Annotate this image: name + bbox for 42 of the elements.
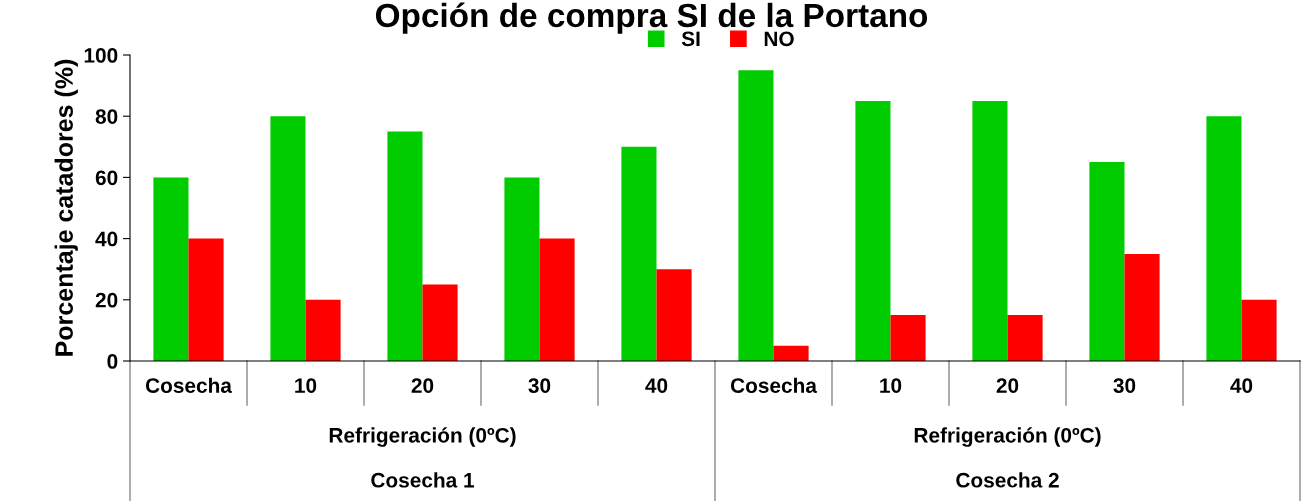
x-tick-label: Cosecha: [145, 377, 233, 393]
y-axis-title: Porcentaje catadores (%): [54, 59, 78, 356]
bar: [890, 315, 926, 361]
bar: [656, 269, 692, 361]
text: Refrigeración (0ºC): [329, 427, 516, 447]
legend-label: NO: [764, 31, 794, 47]
bar: [188, 238, 224, 361]
text: Cosecha 1: [371, 472, 475, 488]
bar: [972, 100, 1008, 361]
bar: [773, 345, 809, 361]
y-tick-label: 20: [95, 292, 118, 308]
y-tick-label: 60: [95, 170, 118, 186]
bar: [1124, 253, 1160, 361]
y-tick-label: 100: [84, 48, 118, 63]
bar: [504, 177, 540, 361]
x-tick-label: 10: [880, 378, 902, 393]
x-tick-label: 20: [411, 378, 434, 393]
x-tick-label: 30: [1113, 378, 1136, 393]
bar: [738, 70, 774, 361]
y-tick-label: 0: [107, 354, 118, 369]
bar: [621, 146, 657, 361]
bar: [855, 100, 891, 361]
bar: [387, 131, 423, 361]
bar: [539, 238, 575, 361]
x-tick-label: 40: [1230, 378, 1253, 393]
x-tick-label: 40: [645, 378, 668, 393]
x-tick-label: 10: [295, 378, 317, 393]
bar: [1241, 299, 1277, 361]
bar: [305, 299, 341, 361]
bar: [422, 284, 458, 361]
x-tick-label: 20: [996, 378, 1019, 393]
bar: [153, 177, 189, 361]
bar: [1007, 315, 1043, 361]
bar: [1206, 116, 1242, 361]
x-tick-label: Cosecha: [730, 377, 818, 393]
text: Refrigeración (0ºC): [914, 427, 1101, 447]
text: Cosecha 2: [956, 472, 1059, 488]
y-tick-label: 40: [95, 231, 118, 247]
x-tick-label: 30: [528, 378, 551, 393]
bar: [1089, 162, 1125, 361]
bar: [270, 116, 306, 361]
y-tick-label: 80: [95, 109, 118, 124]
